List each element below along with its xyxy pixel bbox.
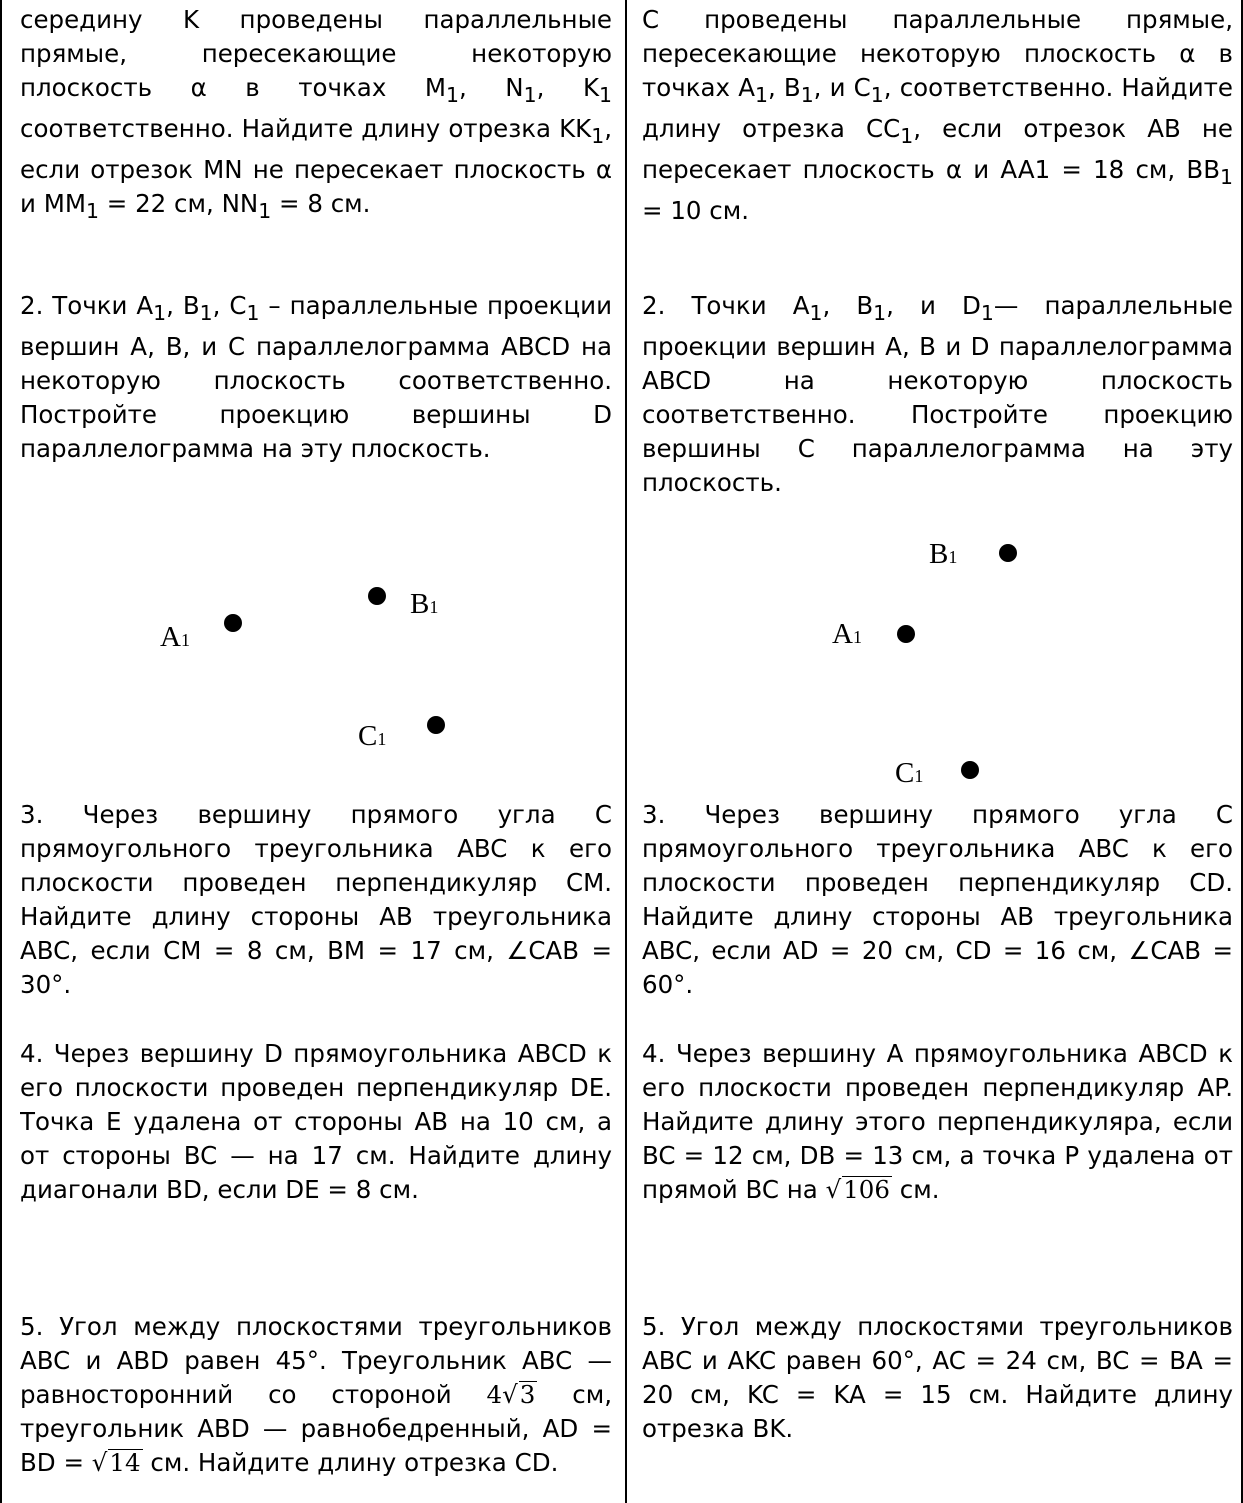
coef-4-sqrt-3: 4√3	[486, 1380, 538, 1409]
table-border-left	[0, 0, 2, 1503]
right-task-2: 2. Точки A1, B1, и D1— параллельные прое…	[642, 291, 1233, 497]
point-label-c1: C1	[895, 757, 923, 789]
sqrt-14: √14	[91, 1448, 143, 1477]
point-c1	[427, 716, 445, 734]
sqrt-106: √106	[825, 1175, 892, 1204]
point-c1	[961, 761, 979, 779]
point-a1	[897, 625, 915, 643]
table-border-right	[1241, 0, 1243, 1503]
left-task-2: 2. Точки A1, B1, C1 – параллельные проек…	[20, 291, 612, 463]
left-task-5: 5. Угол между плоскостями треугольников …	[20, 1312, 612, 1477]
point-b1	[999, 544, 1017, 562]
variant-right-column: C проведены параллельные прямые, пересек…	[642, 0, 1233, 1503]
point-label-a1: A1	[832, 618, 862, 650]
variant-left-column: середину K проведены параллельные прямые…	[20, 0, 612, 1503]
right-task-4: 4. Через вершину A прямоугольника ABCD к…	[642, 1039, 1233, 1204]
point-label-a1: A1	[160, 621, 190, 653]
right-task-5: 5. Угол между плоскостями треугольников …	[642, 1312, 1233, 1443]
point-label-b1: B1	[410, 588, 438, 620]
point-b1	[368, 587, 386, 605]
point-label-b1: B1	[929, 538, 957, 570]
column-divider	[625, 0, 627, 1503]
left-points-figure: A1 B1 C1	[20, 560, 612, 790]
right-points-figure: B1 A1 C1	[642, 520, 1233, 790]
left-task-3: 3. Через вершину прямого угла C прямоуго…	[20, 800, 612, 999]
point-a1	[224, 614, 242, 632]
left-task-1: середину K проведены параллельные прямые…	[20, 5, 612, 223]
right-task-1: C проведены параллельные прямые, пересек…	[642, 5, 1233, 225]
point-label-c1: C1	[358, 720, 386, 752]
right-task-3: 3. Через вершину прямого угла C прямоуго…	[642, 800, 1233, 999]
left-task-4: 4. Через вершину D прямоугольника ABCD к…	[20, 1039, 612, 1204]
